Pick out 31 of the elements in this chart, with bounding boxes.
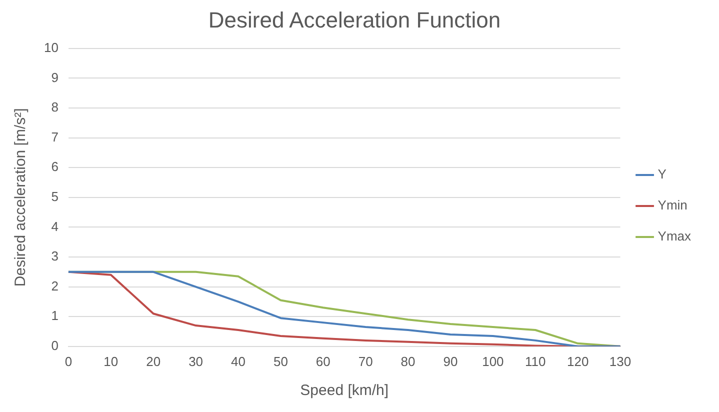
x-tick-label: 0: [64, 354, 72, 369]
x-tick-label: 10: [104, 354, 118, 369]
x-tick-label: 120: [566, 354, 589, 369]
y-tick-label: 2: [51, 278, 58, 294]
y-tick-label: 1: [51, 308, 58, 324]
x-tick-label: 50: [273, 354, 288, 369]
y-tick-label: 10: [44, 40, 58, 55]
legend-label: Ymin: [658, 198, 688, 213]
x-tick-label: 60: [316, 354, 330, 369]
y-tick-label: 5: [51, 188, 58, 204]
legend-label: Ymax: [658, 228, 692, 244]
x-tick-label: 20: [146, 354, 161, 369]
y-tick-label: 6: [51, 159, 58, 174]
legend-label: Y: [658, 166, 667, 182]
y-tick-label: 8: [51, 100, 58, 115]
x-tick-label: 30: [188, 354, 204, 369]
y-tick-label: 7: [51, 129, 58, 144]
y-tick-label: 0: [51, 338, 58, 353]
x-tick-label: 80: [400, 354, 416, 369]
x-tick-label: 100: [482, 354, 504, 369]
x-axis-title: Speed [km/h]: [300, 382, 389, 400]
chart-title: Desired Acceleration Function: [208, 7, 501, 32]
x-tick-label: 130: [609, 354, 632, 369]
x-tick-label: 70: [358, 354, 373, 369]
x-tick-label: 110: [525, 354, 546, 369]
y-tick-label: 9: [51, 70, 58, 85]
x-tick-label: 40: [231, 354, 246, 369]
y-tick-label: 4: [51, 218, 58, 234]
y-axis-title: Desired acceleration [m/s²]: [12, 108, 30, 287]
x-tick-label: 90: [443, 354, 458, 369]
y-tick-label: 3: [51, 248, 58, 264]
